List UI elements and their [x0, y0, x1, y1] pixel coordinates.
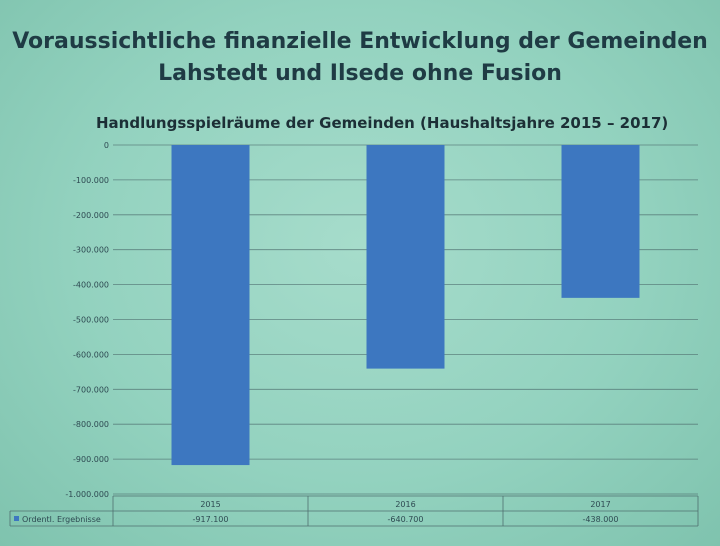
y-tick-label: -600.000 [73, 350, 109, 359]
slide-title-line-1: Voraussichtliche finanzielle Entwicklung… [12, 29, 708, 54]
y-tick-label: 0 [104, 141, 109, 150]
y-tick-label: -700.000 [73, 385, 109, 394]
legend-label: Ordentl. Ergebnisse [22, 515, 101, 524]
y-tick-label: -200.000 [73, 211, 109, 220]
data-label: -438.000 [583, 515, 619, 524]
bar-2016 [366, 145, 445, 369]
data-label: -917.100 [193, 515, 229, 524]
x-tick-label: 2017 [590, 500, 610, 509]
bar-2017 [561, 145, 640, 298]
y-tick-label: -400.000 [73, 281, 109, 290]
chart-title: Handlungsspielräume der Gemeinden (Haush… [96, 114, 669, 132]
y-tick-label: -100.000 [73, 176, 109, 185]
data-label: -640.700 [388, 515, 424, 524]
y-tick-label: -800.000 [73, 420, 109, 429]
bar-2015 [171, 145, 250, 466]
x-tick-label: 2016 [395, 500, 415, 509]
slide-title-line-2: Lahstedt und Ilsede ohne Fusion [158, 61, 562, 86]
y-tick-label: -1.000.000 [65, 490, 109, 499]
slide-title: Voraussichtliche finanzielle Entwicklung… [0, 26, 720, 90]
y-tick-label: -300.000 [73, 246, 109, 255]
x-tick-label: 2015 [200, 500, 220, 509]
legend-swatch [14, 516, 19, 521]
y-tick-label: -500.000 [73, 316, 109, 325]
y-tick-label: -900.000 [73, 455, 109, 464]
